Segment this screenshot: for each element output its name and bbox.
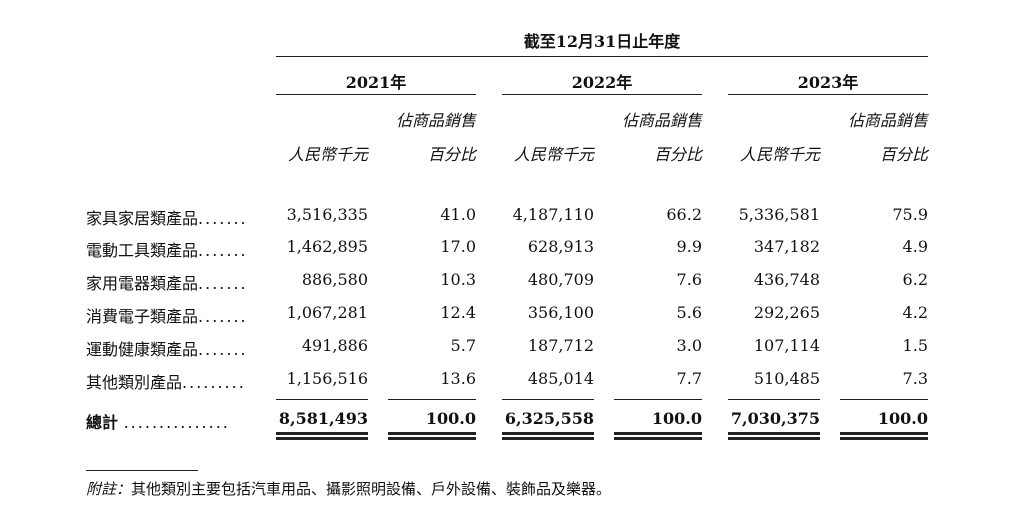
rule-2022 [502,94,702,95]
cell-2022-amount: 628,913 [527,237,594,256]
cell-2023-pct: 7.3 [902,369,928,388]
cell-2022-amount: 485,014 [527,369,594,388]
footnote-prefix: 附註： [86,480,132,498]
cell-2022-pct: 3.0 [676,336,702,355]
total-label: 總計 ............... [86,413,230,432]
rule-total-top-2 [388,399,476,400]
cell-2021-amount: 1,067,281 [286,303,368,322]
col-amount-2021: 人民幣千元 [287,145,368,164]
col-pct-2021-line1: 佔商品銷售 [395,111,476,130]
total-2023-amount: 7,030,375 [730,409,820,428]
total-2022-amount: 6,325,558 [504,409,594,428]
row-label: 家具家居類產品....... [86,209,248,228]
row-label: 其他類別產品......... [86,373,246,392]
col-amount-2022: 人民幣千元 [513,145,594,164]
total-2021-pct: 100.0 [425,409,476,428]
footnote-text: 其他類別主要包括汽車用品、攝影照明設備、戶外設備、裝飾品及樂器。 [131,480,612,498]
rule-total-top-5 [728,399,820,400]
rule-total-dbl-3a [502,432,594,435]
col-amount-2023: 人民幣千元 [739,145,820,164]
row-label: 運動健康類產品....... [86,340,248,359]
cell-2022-amount: 187,712 [527,336,594,355]
cell-2021-amount: 886,580 [301,270,368,289]
cell-2022-pct: 7.7 [676,369,702,388]
year-2022: 2022年 [571,73,633,92]
rule-total-dbl-1a [276,432,368,435]
cell-2023-pct: 75.9 [892,205,928,224]
rule-total-dbl-4b [614,437,702,440]
cell-2022-amount: 4,187,110 [512,205,594,224]
cell-2022-pct: 5.6 [676,303,702,322]
cell-2023-pct: 6.2 [902,270,928,289]
cell-2022-amount: 356,100 [527,303,594,322]
col-pct-2023-line1: 佔商品銷售 [847,111,928,130]
period-title: 截至12月31日止年度 [523,32,681,51]
footnote: 附註：其他類別主要包括汽車用品、攝影照明設備、戶外設備、裝飾品及樂器。 [86,478,611,499]
col-pct-2022-line1: 佔商品銷售 [621,111,702,130]
cell-2023-amount: 5,336,581 [738,205,820,224]
rule-total-top-4 [614,399,702,400]
rule-total-dbl-1b [276,437,368,440]
rule-total-top-3 [502,399,594,400]
cell-2021-pct: 12.4 [440,303,476,322]
rule-total-dbl-6b [840,437,928,440]
cell-2023-amount: 107,114 [753,336,820,355]
col-pct-2021-line2: 百分比 [427,145,476,164]
rule-total-dbl-5a [728,432,820,435]
rule-total-dbl-6a [840,432,928,435]
cell-2023-pct: 4.9 [902,237,928,256]
cell-2022-amount: 480,709 [527,270,594,289]
cell-2023-pct: 1.5 [902,336,928,355]
row-label: 電動工具類產品....... [86,241,248,260]
cell-2022-pct: 66.2 [666,205,702,224]
cell-2021-amount: 491,886 [301,336,368,355]
rule-2021 [276,94,476,95]
cell-2021-amount: 3,516,335 [286,205,368,224]
row-label: 家用電器類產品....... [86,274,248,293]
rule-total-dbl-4a [614,432,702,435]
cell-2023-amount: 436,748 [753,270,820,289]
cell-2021-pct: 17.0 [440,237,476,256]
year-2023: 2023年 [797,73,859,92]
rule-2023 [728,94,928,95]
cell-2021-pct: 13.6 [440,369,476,388]
col-pct-2022-line2: 百分比 [653,145,702,164]
total-2023-pct: 100.0 [877,409,928,428]
cell-2023-amount: 347,182 [753,237,820,256]
rule-period [276,56,928,57]
rule-total-dbl-3b [502,437,594,440]
cell-2021-amount: 1,462,895 [286,237,368,256]
rule-total-top-1 [276,399,368,400]
rule-total-dbl-2a [388,432,476,435]
cell-2023-amount: 510,485 [753,369,820,388]
row-label: 消費電子類產品....... [86,307,248,326]
cell-2023-amount: 292,265 [753,303,820,322]
rule-total-dbl-5b [728,437,820,440]
cell-2023-pct: 4.2 [902,303,928,322]
cell-2021-pct: 5.7 [450,336,476,355]
cell-2022-pct: 9.9 [676,237,702,256]
cell-2021-amount: 1,156,516 [286,369,368,388]
cell-2021-pct: 41.0 [440,205,476,224]
year-2021: 2021年 [345,73,407,92]
col-pct-2023-line2: 百分比 [879,145,928,164]
rule-total-dbl-2b [388,437,476,440]
cell-2022-pct: 7.6 [676,270,702,289]
cell-2021-pct: 10.3 [440,270,476,289]
total-2022-pct: 100.0 [651,409,702,428]
total-2021-amount: 8,581,493 [278,409,368,428]
footnote-rule [86,470,198,471]
rule-total-top-6 [840,399,928,400]
